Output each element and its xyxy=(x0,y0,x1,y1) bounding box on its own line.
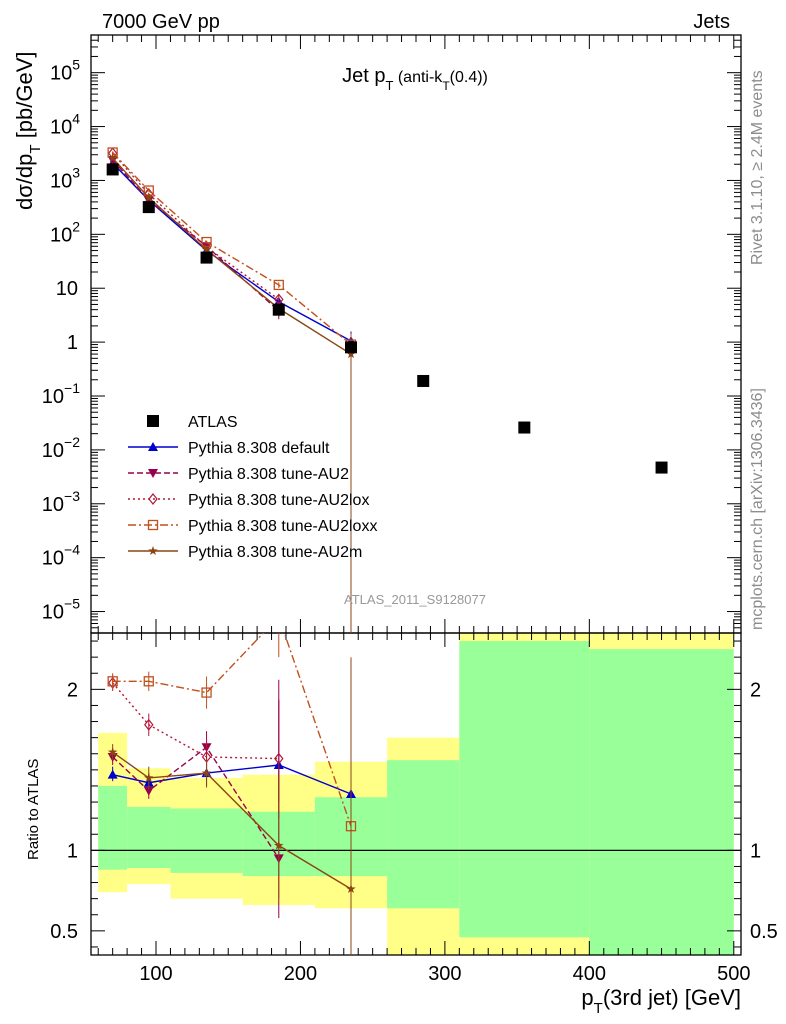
xtick-label: 400 xyxy=(573,963,606,985)
xtick-label: 500 xyxy=(717,963,750,985)
au2lox-ratio-line xyxy=(112,682,279,760)
au2-point xyxy=(143,196,154,206)
main-ytick-label: 10−3 xyxy=(42,488,80,516)
au2-ratio-line xyxy=(112,746,280,859)
xtick-label: 300 xyxy=(428,963,461,985)
atlas-point xyxy=(272,303,285,316)
band-inner-0 xyxy=(98,785,128,870)
main-title: Jet pT (anti-kT(0.4)) xyxy=(342,65,488,93)
au2m-ratio-point xyxy=(144,772,154,782)
default-ratio-point xyxy=(107,769,118,779)
atlas-point xyxy=(518,421,531,434)
atlas-point xyxy=(106,163,119,176)
atlas-point xyxy=(417,374,430,387)
au2loxx-ratio-point xyxy=(107,676,118,687)
au2loxx-point xyxy=(273,279,284,291)
ratio-panel-series xyxy=(107,633,357,955)
watermark: ATLAS_2011_S9128077 xyxy=(344,592,486,607)
ratio-ytick-label-right: 0.5 xyxy=(750,921,778,943)
ratio-ytick-label: 2 xyxy=(67,679,78,701)
band-inner-2 xyxy=(170,808,243,873)
main-panel-frame: 10−5 10−4 10−3 10−2 10−1 1 10 102 103 104 105 Jet p… xyxy=(12,34,742,634)
ratio-panel-frame: 0.5 0.5 1 1 2 2 100 200 300 400 500 Ratio to ATLAS p… xyxy=(25,632,778,1017)
main-ytick-label: 104 xyxy=(50,111,80,139)
main-ytick-label: 10−5 xyxy=(42,596,80,624)
xtick-label: 100 xyxy=(139,963,172,985)
au2loxx-ratio-point xyxy=(201,687,212,698)
legend-label-3: Pythia 8.308 tune-AU2lox xyxy=(188,492,369,509)
xtick-label: 200 xyxy=(284,963,317,985)
main-ytick-label: 10−1 xyxy=(42,380,80,408)
au2m-point xyxy=(346,349,356,359)
au2lox-ratio-point xyxy=(144,718,154,731)
main-ytick-label: 10−4 xyxy=(42,542,80,570)
main-ylabel: dσ/dpT [pb/GeV] xyxy=(12,51,44,210)
main-ytick-label: 1 xyxy=(67,332,78,354)
legend-label-1: Pythia 8.308 default xyxy=(188,440,330,457)
band-inner-1 xyxy=(127,806,171,869)
main-ytick-label: 10−2 xyxy=(42,434,80,462)
band-inner-5 xyxy=(387,760,460,909)
legend-marker-2 xyxy=(148,469,158,478)
au2m-ratio-point xyxy=(346,883,356,894)
legend: ATLAS Pythia 8.308 default Pythia 8.308 tu… xyxy=(128,414,377,561)
main-ytick-label: 102 xyxy=(50,218,80,246)
rivet-label: Rivet 3.1.10, ≥ 2.4M events xyxy=(749,70,766,265)
au2loxx-ratio-point xyxy=(143,676,154,687)
ratio-ytick-label: 0.5 xyxy=(50,921,78,943)
au2m-point xyxy=(144,192,154,202)
band-inner-7 xyxy=(589,649,734,955)
atlas-point xyxy=(345,341,357,354)
legend-label-4: Pythia 8.308 tune-AU2loxx xyxy=(188,518,377,535)
ratio-uncertainty-bands xyxy=(98,633,734,955)
au2m-point xyxy=(201,244,212,254)
legend-label-5: Pythia 8.308 tune-AU2m xyxy=(188,544,362,561)
x-axis-label: pT(3rd jet) [GeV] xyxy=(581,985,741,1017)
header-left: 7000 GeV pp xyxy=(102,11,220,33)
legend-marker-4 xyxy=(147,519,159,531)
au2m-ratio-point xyxy=(274,840,284,850)
au2m-ratio-point xyxy=(107,747,118,757)
main-ytick-label: 103 xyxy=(50,164,80,192)
legend-label-0: ATLAS xyxy=(188,414,238,431)
legend-marker-5 xyxy=(148,546,158,556)
au2lox-ratio-point xyxy=(274,752,284,765)
legend-marker-1 xyxy=(148,442,158,451)
ratio-ytick-label-right: 1 xyxy=(750,840,761,862)
atlas-point xyxy=(142,201,155,214)
ratio-ylabel: Ratio to ATLAS xyxy=(25,759,42,860)
au2loxx-line xyxy=(112,152,352,346)
legend-label-2: Pythia 8.308 tune-AU2 xyxy=(188,466,349,483)
au2m-point xyxy=(107,153,118,163)
legend-marker-3 xyxy=(148,493,158,505)
ratio-ytick-label-right: 2 xyxy=(750,679,761,701)
au2loxx-ratio-line xyxy=(112,633,352,827)
atlas-point xyxy=(655,461,668,474)
header-right: Jets xyxy=(693,11,730,33)
au2m-ratio-point xyxy=(201,768,212,778)
au2m-line xyxy=(112,157,352,355)
mcplots-label: mcplots.cern.ch [arXiv:1306.3436] xyxy=(749,388,766,630)
main-ytick-label: 10 xyxy=(56,278,78,300)
ratio-ytick-label: 1 xyxy=(67,840,78,862)
band-inner-6 xyxy=(459,641,590,938)
au2lox-line xyxy=(112,152,280,300)
atlas-point xyxy=(200,251,213,264)
au2-ratio-point xyxy=(143,786,154,796)
main-ytick-label: 105 xyxy=(50,57,80,85)
main-panel-series xyxy=(106,147,668,633)
legend-marker-0 xyxy=(147,415,159,427)
